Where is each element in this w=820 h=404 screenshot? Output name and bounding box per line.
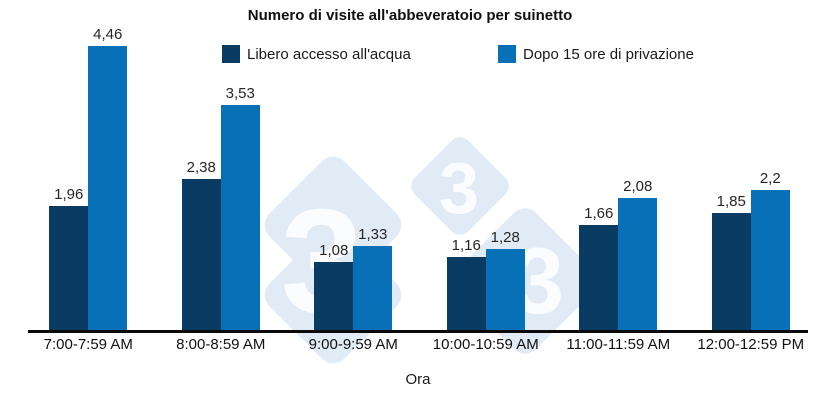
x-axis-title: Ora — [405, 371, 431, 388]
bar: 1,28 — [485, 229, 525, 331]
bar: 1,08 — [314, 242, 354, 331]
bar-value-label: 1,16 — [451, 237, 481, 254]
bar: 3,53 — [220, 85, 260, 331]
x-axis-line — [28, 330, 808, 333]
category-label: 11:00-11:59 AM — [566, 336, 671, 353]
category-label: 8:00-8:59 AM — [176, 336, 266, 353]
bar: 1,16 — [446, 237, 486, 331]
bar-pair: 1,85 2,2 — [711, 170, 790, 331]
bar-pair: 2,38 3,53 — [181, 85, 260, 331]
category-label: 10:00-10:59 AM — [432, 336, 539, 353]
chart-title: Numero di visite all'abbeveratoio per su… — [247, 7, 573, 24]
bar-pair: 1,66 2,08 — [579, 178, 658, 331]
bar-value-label: 1,33 — [358, 226, 388, 243]
bar-value-label: 1,66 — [584, 205, 614, 222]
bar: 1,96 — [49, 186, 89, 331]
bar-pair: 1,08 1,33 — [314, 226, 393, 331]
bar-pair: 1,16 1,28 — [446, 229, 525, 331]
category-label: 12:00-12:59 PM — [697, 336, 805, 353]
bar-value-label: 2,2 — [759, 170, 781, 187]
bar-group: 1,08 1,33 9:00-9:59 AM — [287, 0, 420, 404]
legend-swatch-dark-blue — [222, 45, 240, 63]
bar-value-label: 2,08 — [623, 178, 653, 195]
bar-pair: 1,96 4,46 — [49, 26, 128, 331]
bar: 4,46 — [88, 26, 128, 331]
bar: 2,08 — [618, 178, 658, 331]
legend-label: Libero accesso all'acqua — [247, 45, 411, 63]
bar-value-label: 2,38 — [186, 159, 216, 176]
bar-value-label: 3,53 — [225, 85, 255, 102]
bar-value-label: 4,46 — [93, 26, 123, 43]
legend-item-free-access: Libero accesso all'acqua — [222, 45, 411, 63]
plot-area: 1,96 4,46 7:00-7:59 AM 2,38 3,53 8:00-8:59 AM… — [22, 0, 817, 404]
bar-value-label: 1,08 — [319, 242, 349, 259]
bar: 2,38 — [181, 159, 221, 331]
category-label: 9:00-9:59 AM — [308, 336, 398, 353]
bar-group: 1,85 2,2 12:00-12:59 PM — [685, 0, 818, 404]
bar: 1,85 — [711, 193, 751, 331]
legend-swatch-light-blue — [498, 45, 516, 63]
bar: 1,66 — [579, 205, 619, 331]
bar-group: 1,96 4,46 7:00-7:59 AM — [22, 0, 155, 404]
legend-item-deprivation: Dopo 15 ore di privazione — [498, 45, 694, 63]
bar: 1,33 — [353, 226, 393, 331]
bar-group: 2,38 3,53 8:00-8:59 AM — [155, 0, 288, 404]
bar-group: 1,66 2,08 11:00-11:59 AM — [552, 0, 685, 404]
bar-value-label: 1,85 — [716, 193, 746, 210]
bar-value-label: 1,28 — [490, 229, 520, 246]
watermark-digit: 3 — [438, 149, 480, 229]
bar-group: 1,16 1,28 10:00-10:59 AM — [420, 0, 553, 404]
bar: 2,2 — [750, 170, 790, 331]
legend-label: Dopo 15 ore di privazione — [523, 45, 694, 63]
bar-value-label: 1,96 — [54, 186, 84, 203]
category-label: 7:00-7:59 AM — [43, 336, 133, 353]
